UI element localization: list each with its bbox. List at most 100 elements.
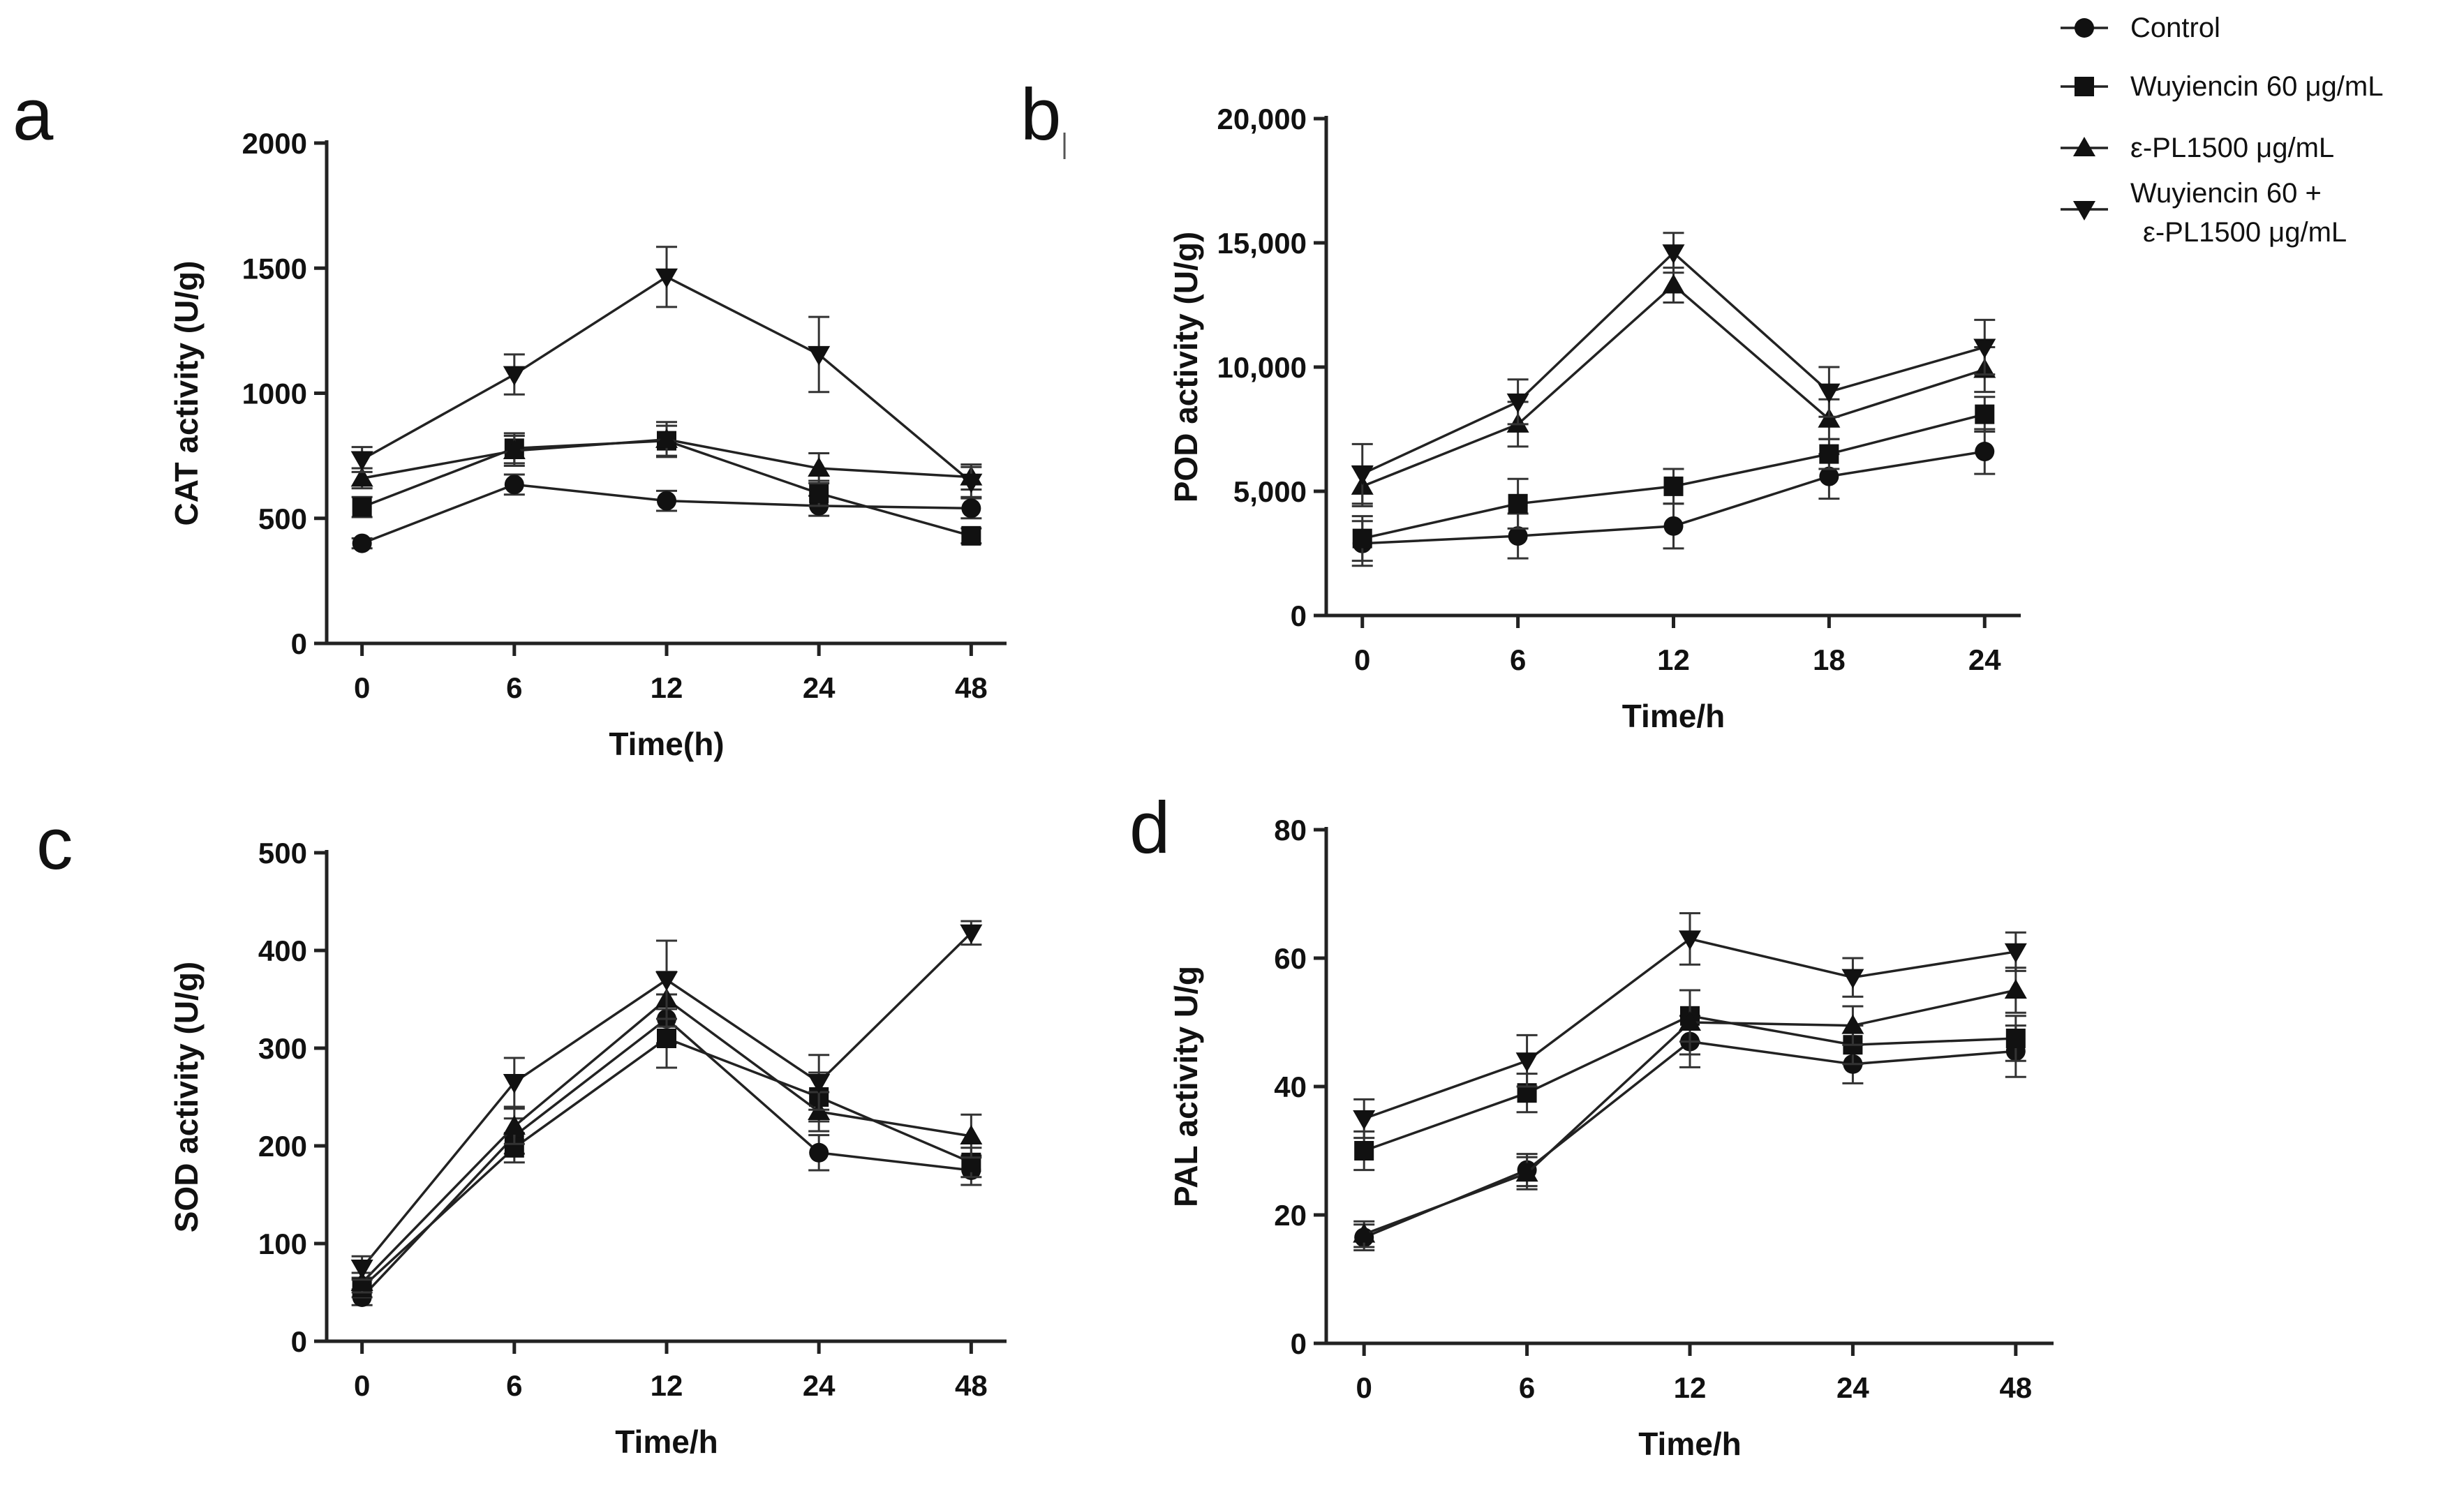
data-point bbox=[961, 498, 981, 518]
series-2 bbox=[1353, 967, 2027, 1248]
y-tick-label: 200 bbox=[258, 1130, 307, 1163]
x-tick-label: 6 bbox=[1519, 1371, 1535, 1404]
x-tick-label: 48 bbox=[955, 671, 988, 704]
x-axis-title: Time/h bbox=[1622, 698, 1725, 734]
y-axis-title: SOD activity (U/g) bbox=[168, 962, 205, 1233]
x-tick-label: 0 bbox=[1356, 1371, 1372, 1404]
data-point bbox=[350, 467, 373, 487]
legend-label: ε-PL1500 μg/mL bbox=[2130, 133, 2334, 163]
data-point bbox=[657, 491, 676, 511]
series-3 bbox=[350, 246, 983, 498]
data-point bbox=[504, 475, 524, 495]
data-point bbox=[1663, 476, 1684, 496]
data-point bbox=[655, 268, 678, 288]
series-3 bbox=[1351, 232, 1996, 505]
legend-marker bbox=[2073, 137, 2095, 156]
x-tick-label: 12 bbox=[1674, 1371, 1707, 1404]
panel-letter: c bbox=[36, 803, 73, 885]
data-point bbox=[1353, 1110, 1376, 1130]
x-tick-label: 48 bbox=[955, 1369, 988, 1402]
x-tick-label: 18 bbox=[1813, 643, 1846, 676]
x-tick-label: 0 bbox=[1354, 643, 1370, 676]
data-point bbox=[809, 1142, 829, 1163]
y-tick-label: 0 bbox=[1291, 1327, 1307, 1360]
x-tick-label: 24 bbox=[1836, 1371, 1869, 1404]
data-point bbox=[1679, 930, 1701, 950]
chart-panel-c: c 0 100 200 300 400 500 0 6 12 24 48 Time/h SOD activ… bbox=[36, 803, 1007, 1460]
x-axis-title: Time(h) bbox=[609, 726, 724, 762]
legend-entry-2: ε-PL1500 μg/mL bbox=[2061, 133, 2334, 163]
x-tick-label: 6 bbox=[506, 1369, 522, 1402]
data-point bbox=[1515, 1162, 1538, 1182]
data-point bbox=[655, 971, 678, 991]
data-point bbox=[2004, 979, 2027, 999]
data-point bbox=[1841, 969, 1864, 989]
data-point bbox=[503, 1074, 526, 1094]
y-tick-label: 400 bbox=[258, 934, 307, 967]
data-point bbox=[352, 533, 372, 553]
legend-label: ε-PL1500 μg/mL bbox=[2143, 217, 2347, 248]
x-tick-label: 24 bbox=[1968, 643, 2001, 676]
legend-marker bbox=[2075, 77, 2094, 96]
data-point bbox=[1819, 444, 1839, 464]
y-tick-label: 15,000 bbox=[1217, 227, 1307, 260]
y-axis-title: POD activity (U/g) bbox=[1168, 232, 1204, 503]
data-point bbox=[1352, 528, 1372, 549]
data-point bbox=[1973, 338, 1996, 359]
legend-marker bbox=[2073, 201, 2095, 221]
x-tick-label: 12 bbox=[651, 1369, 683, 1402]
data-point bbox=[1663, 516, 1684, 536]
data-point bbox=[655, 428, 678, 448]
chart-panel-b: b 0 5,000 10,000 15,000 20,000 0 6 12 18 24 Time/h P… bbox=[1021, 74, 2021, 734]
y-tick-label: 0 bbox=[1291, 599, 1307, 632]
series-1 bbox=[1351, 396, 1996, 562]
data-point bbox=[1819, 466, 1839, 486]
legend-entry-0: Control bbox=[2061, 13, 2220, 43]
data-point bbox=[808, 1074, 831, 1094]
y-axis-title: CAT activity (U/g) bbox=[168, 261, 205, 526]
data-point bbox=[350, 1271, 373, 1291]
panel-letter: b bbox=[1021, 74, 1061, 156]
x-tick-label: 12 bbox=[1657, 643, 1690, 676]
x-axis-title: Time/h bbox=[615, 1424, 718, 1460]
y-tick-label: 80 bbox=[1274, 814, 1307, 846]
legend-label: Wuyiencin 60 μg/mL bbox=[2130, 71, 2383, 102]
data-point bbox=[1515, 1052, 1538, 1073]
y-tick-label: 20,000 bbox=[1217, 103, 1307, 135]
data-point bbox=[350, 1260, 373, 1279]
series-0 bbox=[1351, 428, 1996, 567]
y-tick-label: 0 bbox=[291, 627, 307, 660]
x-tick-label: 12 bbox=[651, 671, 683, 704]
legend-label: Control bbox=[2130, 13, 2220, 43]
data-point bbox=[1353, 1223, 1376, 1243]
series-3 bbox=[1353, 912, 2027, 1140]
data-point bbox=[1354, 1141, 1374, 1161]
data-point bbox=[1662, 274, 1685, 294]
data-point bbox=[960, 1125, 983, 1144]
data-point bbox=[2004, 943, 2027, 963]
x-tick-label: 6 bbox=[1510, 643, 1526, 676]
x-tick-label: 24 bbox=[803, 1369, 836, 1402]
data-point bbox=[2005, 1029, 2026, 1048]
data-point bbox=[350, 451, 373, 471]
y-tick-label: 1000 bbox=[242, 378, 307, 410]
y-tick-label: 10,000 bbox=[1217, 351, 1307, 384]
data-point bbox=[1679, 1011, 1701, 1031]
data-point bbox=[960, 924, 983, 944]
data-point bbox=[1841, 1014, 1864, 1034]
data-point bbox=[657, 1029, 676, 1048]
legend-marker bbox=[2075, 18, 2094, 38]
y-tick-label: 300 bbox=[258, 1032, 307, 1065]
data-point bbox=[352, 497, 372, 517]
panel-letter: d bbox=[1129, 787, 1170, 869]
data-point bbox=[1975, 404, 1995, 424]
y-tick-label: 40 bbox=[1274, 1070, 1307, 1103]
y-tick-label: 1500 bbox=[242, 252, 307, 285]
x-tick-label: 48 bbox=[1999, 1371, 2032, 1404]
y-tick-label: 2000 bbox=[242, 127, 307, 160]
y-axis-title: PAL activity U/g bbox=[1168, 966, 1204, 1207]
